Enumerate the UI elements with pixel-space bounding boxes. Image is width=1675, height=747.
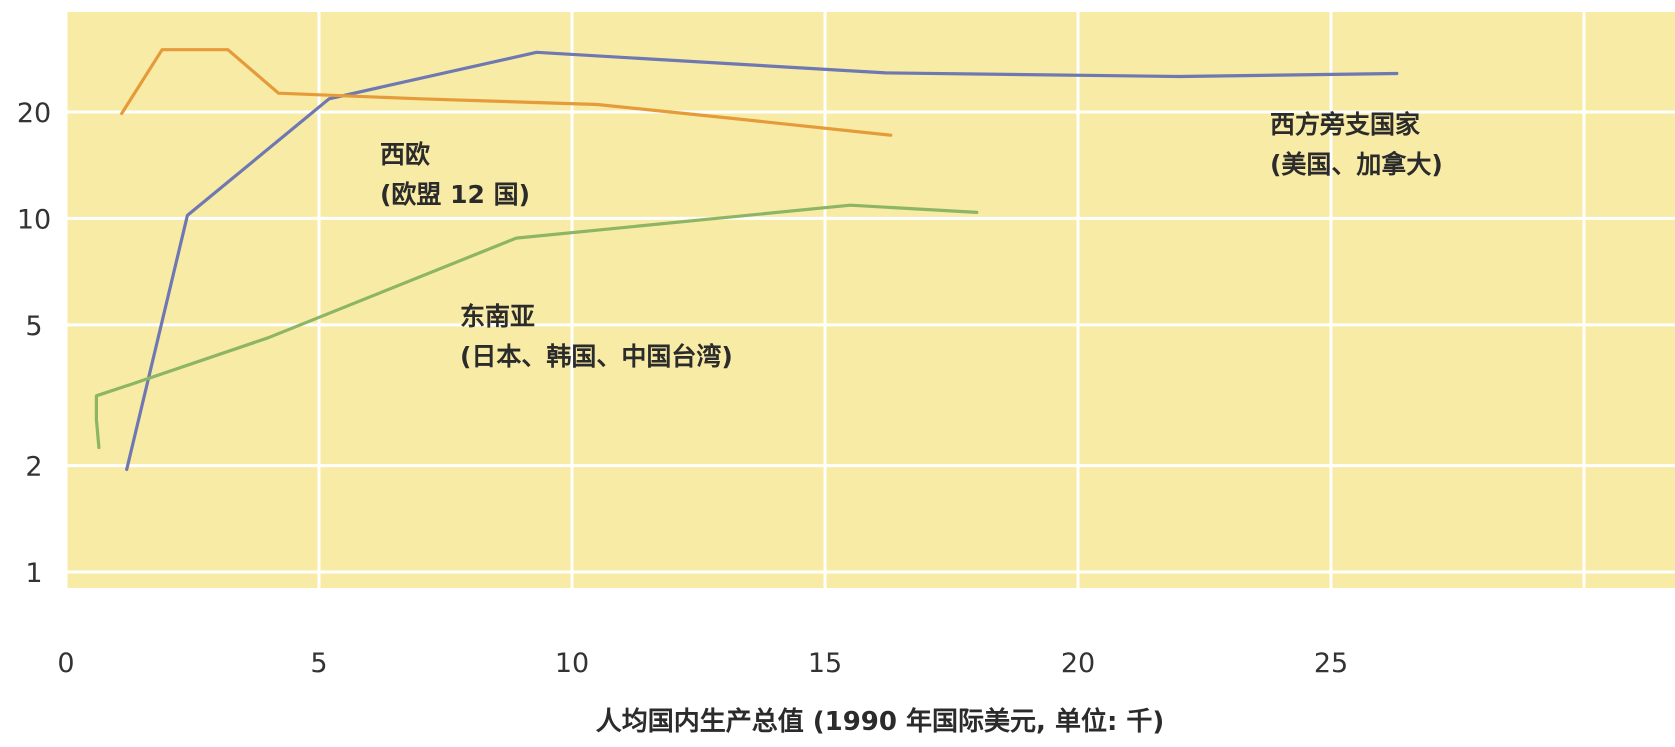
y-tick-label-5: 5 bbox=[25, 311, 42, 342]
series-labels: 西方旁支国家 (美国、加拿大) 西欧 (欧盟 12 国) 东南亚 (日本、韩国、中国台湾) bbox=[380, 110, 1443, 371]
series-label-east-asia-line-2: (日本、韩国、中国台湾) bbox=[460, 342, 733, 371]
x-tick-label-10: 10 bbox=[555, 648, 589, 679]
x-tick-label-25: 25 bbox=[1314, 648, 1348, 679]
gridlines bbox=[64, 12, 1675, 588]
series-lines bbox=[94, 48, 1399, 472]
series-label-western-europe-line-2: (欧盟 12 国) bbox=[380, 180, 530, 209]
series-label-east-asia-line-1: 东南亚 bbox=[460, 302, 535, 331]
plot-background bbox=[66, 12, 1675, 588]
x-tick-label-0: 0 bbox=[57, 648, 74, 679]
y-tick-labels: 1 2 5 10 20 bbox=[17, 98, 51, 589]
y-tick-label-10: 10 bbox=[17, 204, 51, 235]
x-tick-label-15: 15 bbox=[808, 648, 842, 679]
series-label-western-offshoots-line-1: 西方旁支国家 bbox=[1270, 110, 1420, 139]
series-line-east-asia bbox=[94, 203, 979, 450]
x-tick-labels: 0 5 10 15 20 25 bbox=[57, 648, 1348, 679]
series-line-western-offshoots bbox=[125, 50, 1399, 472]
series-label-western-offshoots-line-2: (美国、加拿大) bbox=[1270, 150, 1443, 179]
x-tick-label-20: 20 bbox=[1061, 648, 1095, 679]
series-line-western-europe bbox=[120, 48, 893, 137]
y-tick-label-20: 20 bbox=[17, 98, 51, 129]
y-tick-label-1: 1 bbox=[25, 558, 42, 589]
series-label-western-europe-line-1: 西欧 bbox=[380, 140, 430, 169]
x-axis-title: 人均国内生产总值 (1990 年国际美元, 单位: 千) bbox=[596, 706, 1165, 737]
x-tick-label-5: 5 bbox=[310, 648, 327, 679]
y-tick-label-2: 2 bbox=[25, 452, 42, 483]
